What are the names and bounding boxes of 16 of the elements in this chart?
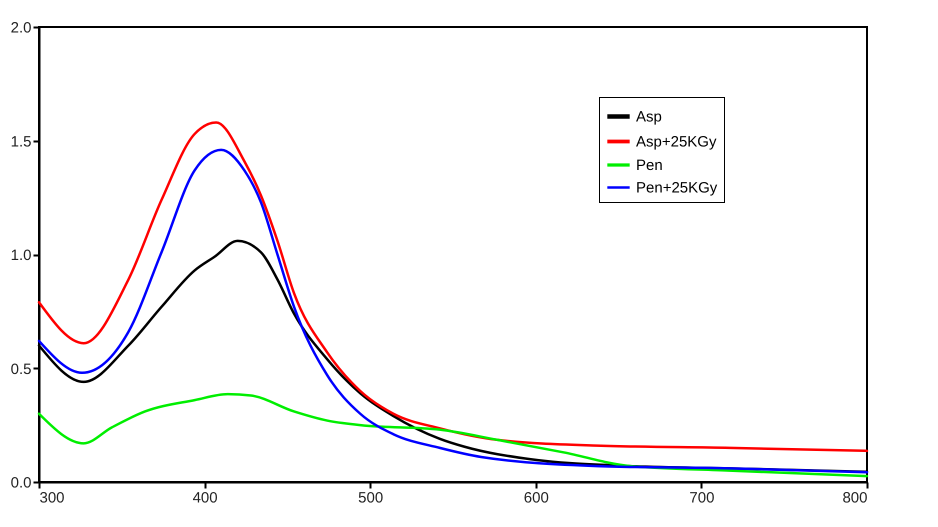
y-tick-label: 0.0 [10,474,32,492]
legend-label: Asp+25KGy [636,134,717,150]
line-series [38,392,868,478]
legend-label: Pen [636,157,663,174]
x-tick-label: 800 [842,490,868,506]
x-tick-label: 500 [358,490,384,506]
y-tick-label: 2.0 [10,20,32,36]
x-tick-label: 400 [192,490,218,506]
y-tick-label: 0.5 [10,360,32,378]
x-tick-label: 600 [524,490,549,506]
y-tick-label: 1.0 [10,247,32,264]
x-tick-label: 700 [689,490,714,506]
legend-label: Asp [636,108,662,126]
legend-label: Pen+25KGy [636,180,718,196]
x-tick-label: 300 [40,490,65,506]
y-tick-label: 1.5 [10,133,32,150]
